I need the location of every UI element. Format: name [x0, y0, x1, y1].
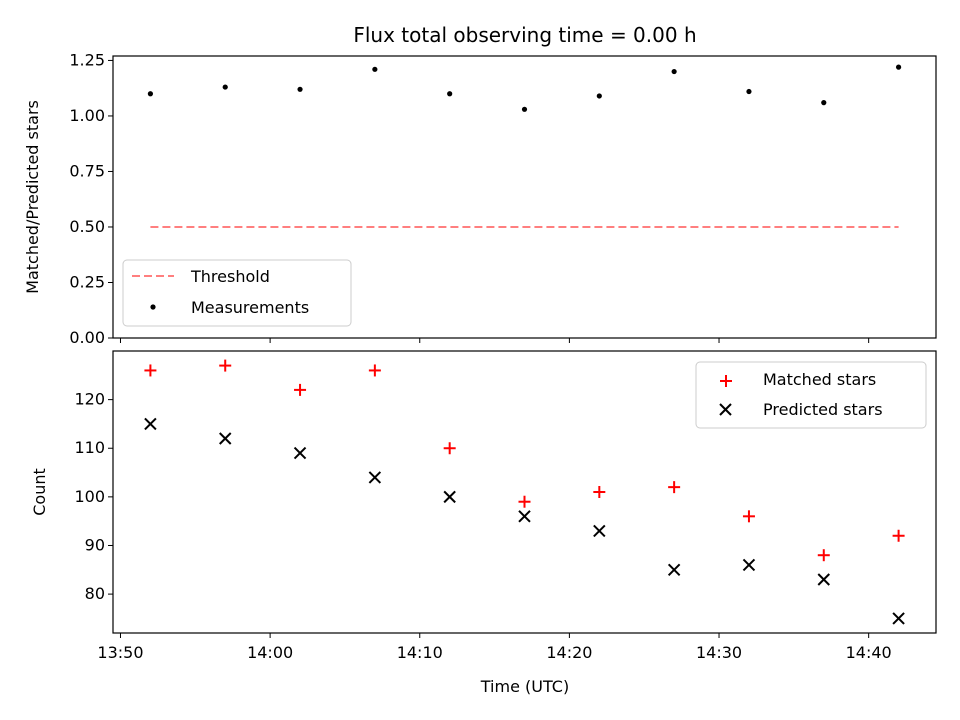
legend-matched-swatch [720, 375, 732, 387]
measurement-point [447, 91, 453, 97]
legend-predicted-label: Predicted stars [763, 400, 883, 419]
bottom-y-tick-label: 110 [74, 438, 105, 457]
legend-predicted-swatch [719, 403, 732, 416]
bottom-y-axis-label: Count [30, 468, 49, 516]
matched-star-point [368, 364, 381, 377]
bottom-y-tick-label: 100 [74, 487, 105, 506]
measurement-point [372, 66, 378, 72]
predicted-star-point [817, 573, 830, 586]
measurement-point [147, 91, 154, 97]
top-y-tick-label: 0.75 [69, 161, 105, 180]
x-tick-label: 14:30 [696, 643, 742, 662]
x-tick-label: 14:40 [846, 643, 892, 662]
count-plot: 80 90 100 110 120 13:50 14:00 14:10 14:20 14:30 14… [74, 359, 905, 662]
bottom-legend: Matched stars Predicted stars [695, 361, 927, 429]
measurement-point [895, 64, 902, 70]
predicted-star-point [293, 446, 307, 460]
measurement-point [746, 88, 752, 95]
predicted-star-point [219, 432, 232, 445]
top-legend: Threshold Measurements [122, 259, 352, 327]
matched-star-point [443, 442, 456, 455]
measurement-point [521, 106, 528, 112]
legend-measurements-swatch [150, 304, 156, 310]
x-axis-label: Time (UTC) [480, 677, 569, 696]
measurement-point [821, 100, 827, 106]
top-y-tick-label: 0.00 [69, 328, 105, 347]
matched-star-point [892, 529, 905, 542]
x-tick-label: 13:50 [97, 643, 143, 662]
measurement-point [671, 68, 677, 75]
x-tick-label: 14:20 [546, 643, 592, 662]
legend-matched-label: Matched stars [763, 370, 876, 389]
predicted-star-point [667, 563, 681, 577]
top-y-tick-label: 0.25 [69, 272, 105, 291]
chart-title: Flux total observing time = 0.00 h [353, 23, 696, 47]
matched-star-point [144, 364, 157, 377]
bottom-y-tick-label: 120 [74, 390, 105, 409]
bottom-axes-frame [112, 350, 937, 634]
bottom-y-tick-label: 90 [85, 535, 105, 554]
matched-star-point [668, 481, 681, 494]
x-tick-label: 14:00 [247, 643, 293, 662]
top-y-tick-label: 1.25 [69, 50, 105, 69]
matched-star-point [219, 359, 232, 372]
measurement-point [596, 93, 602, 99]
predicted-star-point [443, 490, 456, 504]
measurement-point [222, 84, 228, 90]
x-tick-label: 14:10 [397, 643, 443, 662]
top-axes-frame [112, 55, 937, 339]
predicted-star-point [593, 524, 606, 538]
matched-star-point [742, 510, 755, 523]
matched-star-point [518, 495, 531, 508]
ratio-plot: 0.00 0.25 0.50 0.75 1.00 1.25 [69, 50, 902, 347]
predicted-star-point [144, 417, 157, 431]
predicted-star-point [518, 510, 531, 523]
bottom-y-tick-label: 80 [85, 584, 105, 603]
predicted-star-point [368, 471, 382, 484]
matched-star-point [817, 549, 830, 562]
matched-star-point [294, 383, 307, 396]
top-y-tick-label: 1.00 [69, 106, 105, 125]
measurement-point [297, 86, 303, 92]
top-y-axis-label: Matched/Predicted stars [23, 100, 42, 294]
predicted-star-point [742, 558, 756, 572]
legend-threshold-label: Threshold [190, 267, 270, 286]
legend-measurements-label: Measurements [191, 298, 309, 317]
top-y-tick-label: 0.50 [69, 217, 105, 236]
predicted-star-point [892, 612, 905, 625]
matched-star-point [593, 486, 606, 498]
